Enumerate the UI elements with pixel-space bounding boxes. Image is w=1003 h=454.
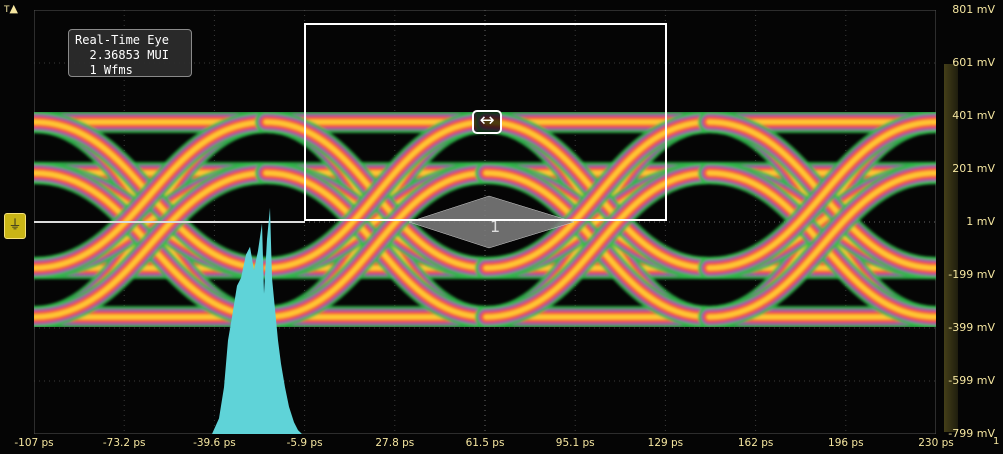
eye-transition	[263, 119, 489, 271]
measurement-mask	[408, 195, 575, 249]
x-tick-label: 196 ps	[828, 437, 864, 449]
eye-transition	[483, 119, 712, 271]
vertical-scale-bar	[944, 64, 958, 432]
readout-mui: 2.36853 MUI	[75, 48, 169, 62]
y-tick-label: -399 mV	[948, 321, 995, 334]
x-tick-label: 129 ps	[647, 437, 684, 449]
x-tick-label: -5.9 ps	[286, 437, 323, 449]
edge-label: 1	[993, 436, 1000, 447]
readout-title: Real-Time Eye	[75, 33, 169, 47]
eye-transition	[263, 170, 489, 320]
x-tick-label: -107 ps	[14, 437, 54, 449]
x-tick-label: -39.6 ps	[193, 437, 236, 449]
trigger-indicator: T▲	[4, 2, 18, 15]
eye-transition	[34, 119, 269, 271]
eye-transition	[34, 170, 269, 320]
cursor-marker-label: 1	[490, 217, 500, 236]
ground-reference-icon: ⏚	[8, 218, 22, 233]
y-tick-label: 401 mV	[952, 109, 995, 122]
histogram	[212, 207, 302, 434]
y-tick-label: 601 mV	[952, 56, 995, 69]
x-tick-label: 162 ps	[737, 437, 774, 449]
y-tick-label: 201 mV	[952, 162, 995, 175]
zoom-position-button[interactable]: ↔	[472, 110, 502, 134]
zoom-box[interactable]	[304, 23, 667, 221]
channel-reference-marker[interactable]: ⏚	[4, 213, 26, 239]
eye-transition	[706, 119, 936, 271]
x-tick-label: 27.8 ps	[375, 437, 415, 449]
y-tick-label: -199 mV	[948, 268, 995, 281]
eye-transition	[706, 170, 936, 320]
y-tick-label: -599 mV	[948, 374, 995, 387]
y-tick-label: 801 mV	[952, 3, 995, 16]
eye-traces	[34, 111, 936, 328]
eye-transition	[483, 170, 712, 320]
double-arrow-icon: ↔	[479, 110, 495, 131]
eye-diagram-plot: 1	[34, 10, 936, 434]
x-tick-label: -73.2 ps	[102, 437, 146, 449]
trigger-label: T	[4, 5, 10, 15]
trigger-arrow-icon: ▲	[9, 2, 18, 15]
y-tick-label: 1 mV	[966, 215, 995, 228]
measurement-readout: Real-Time Eye 2.36853 MUI 1 Wfms	[68, 29, 192, 77]
x-tick-label: 230 ps	[918, 437, 954, 449]
eye-diagram-svg: 1	[34, 10, 936, 434]
readout-wfms: 1 Wfms	[75, 63, 133, 77]
y-tick-label: -799 mV	[948, 427, 995, 440]
x-tick-label: 95.1 ps	[555, 437, 595, 449]
x-tick-label: 61.5 ps	[465, 437, 505, 449]
